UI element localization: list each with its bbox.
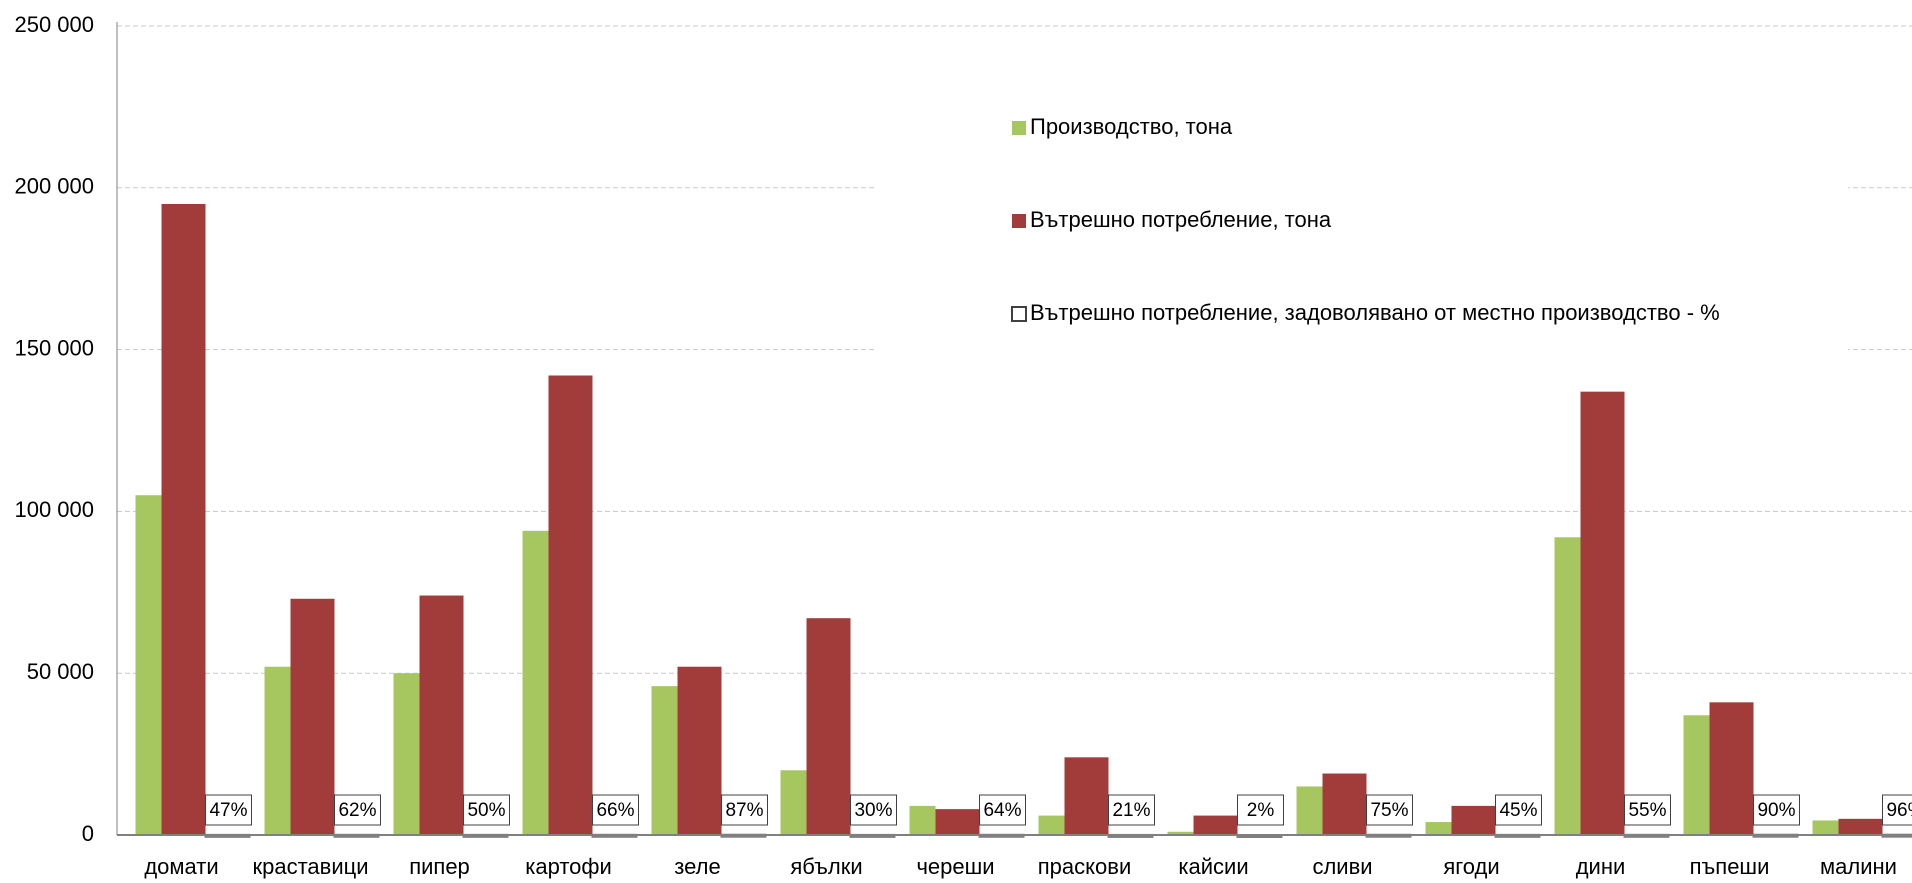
bar	[1838, 818, 1883, 835]
bar	[1064, 757, 1109, 835]
data-label: 75%	[1370, 800, 1408, 821]
bar	[419, 595, 464, 835]
data-label-box	[592, 794, 639, 826]
x-tick-label: пъпеши	[1690, 854, 1770, 879]
data-label-box	[979, 794, 1026, 826]
x-tick-label: пипер	[409, 854, 470, 879]
data-label-box	[1237, 794, 1284, 826]
bar	[1038, 815, 1065, 835]
y-tick-label: 200 000	[14, 174, 94, 199]
bar	[290, 598, 335, 835]
bar	[806, 618, 851, 835]
bar	[1167, 831, 1194, 835]
data-label: 55%	[1628, 800, 1666, 821]
data-label-box	[850, 794, 897, 826]
data-label-box	[1495, 794, 1542, 826]
bar	[1580, 391, 1625, 835]
data-label-box	[1753, 794, 1800, 826]
data-label: 21%	[1112, 800, 1150, 821]
bar	[1322, 773, 1367, 835]
x-tick-label: дини	[1576, 854, 1626, 879]
data-label-box	[1108, 794, 1155, 826]
x-tick-label: малини	[1820, 854, 1897, 879]
data-label: 66%	[596, 800, 634, 821]
data-label-box	[1624, 794, 1671, 826]
bar	[1193, 815, 1238, 835]
data-label: 64%	[983, 800, 1021, 821]
data-label: 45%	[1499, 800, 1537, 821]
legend-swatch	[1011, 306, 1027, 322]
data-label: 30%	[854, 800, 892, 821]
x-tick-label: череши	[916, 854, 994, 879]
legend-label: Вътрешно потребление, задоволявано от ме…	[1030, 300, 1720, 325]
x-tick-label: картофи	[525, 854, 612, 879]
bar	[677, 666, 722, 835]
bar	[1554, 537, 1581, 835]
data-label: 62%	[338, 800, 376, 821]
data-label: 87%	[725, 800, 763, 821]
x-tick-label: домати	[144, 854, 218, 879]
bar	[548, 375, 593, 835]
x-tick-label: ябълки	[790, 854, 862, 879]
bar	[1451, 805, 1496, 835]
bar	[135, 495, 162, 835]
y-tick-label: 100 000	[14, 497, 94, 522]
bar	[1812, 820, 1839, 835]
legend-label: Вътрешно потребление, тона	[1030, 207, 1332, 232]
x-tick-label: кайсии	[1178, 854, 1248, 879]
bar	[909, 805, 936, 835]
data-label: 50%	[467, 800, 505, 821]
y-tick-label: 0	[82, 821, 94, 846]
bar	[651, 686, 678, 835]
bar	[1683, 715, 1710, 835]
data-label: 47%	[209, 800, 247, 821]
bar	[264, 666, 291, 835]
data-label-box	[1882, 794, 1912, 826]
data-label-box	[463, 794, 510, 826]
bar	[522, 530, 549, 835]
bar	[935, 809, 980, 835]
data-label-box	[205, 794, 252, 826]
y-tick-label: 250 000	[14, 12, 94, 37]
bar	[1425, 822, 1452, 835]
legend-swatch	[1012, 214, 1026, 228]
bar	[780, 770, 807, 835]
x-tick-label: праскови	[1038, 854, 1131, 879]
data-label-box	[334, 794, 381, 826]
legend-swatch	[1012, 121, 1026, 135]
bar	[1296, 786, 1323, 835]
legend-label: Производство, тона	[1030, 114, 1233, 139]
data-label: 96%	[1886, 800, 1912, 821]
legend-background	[876, 100, 1848, 362]
y-tick-label: 150 000	[14, 335, 94, 360]
bar	[161, 203, 206, 836]
bar	[393, 673, 420, 835]
data-label: 2%	[1247, 800, 1275, 821]
x-tick-label: краставици	[252, 854, 368, 879]
x-tick-label: сливи	[1312, 854, 1372, 879]
y-tick-label: 50 000	[27, 659, 94, 684]
data-label-box	[1366, 794, 1413, 826]
x-tick-label: ягоди	[1443, 854, 1499, 879]
bar	[1709, 702, 1754, 835]
x-tick-label: зеле	[674, 854, 720, 879]
data-label-box	[721, 794, 768, 826]
data-label: 90%	[1757, 800, 1795, 821]
